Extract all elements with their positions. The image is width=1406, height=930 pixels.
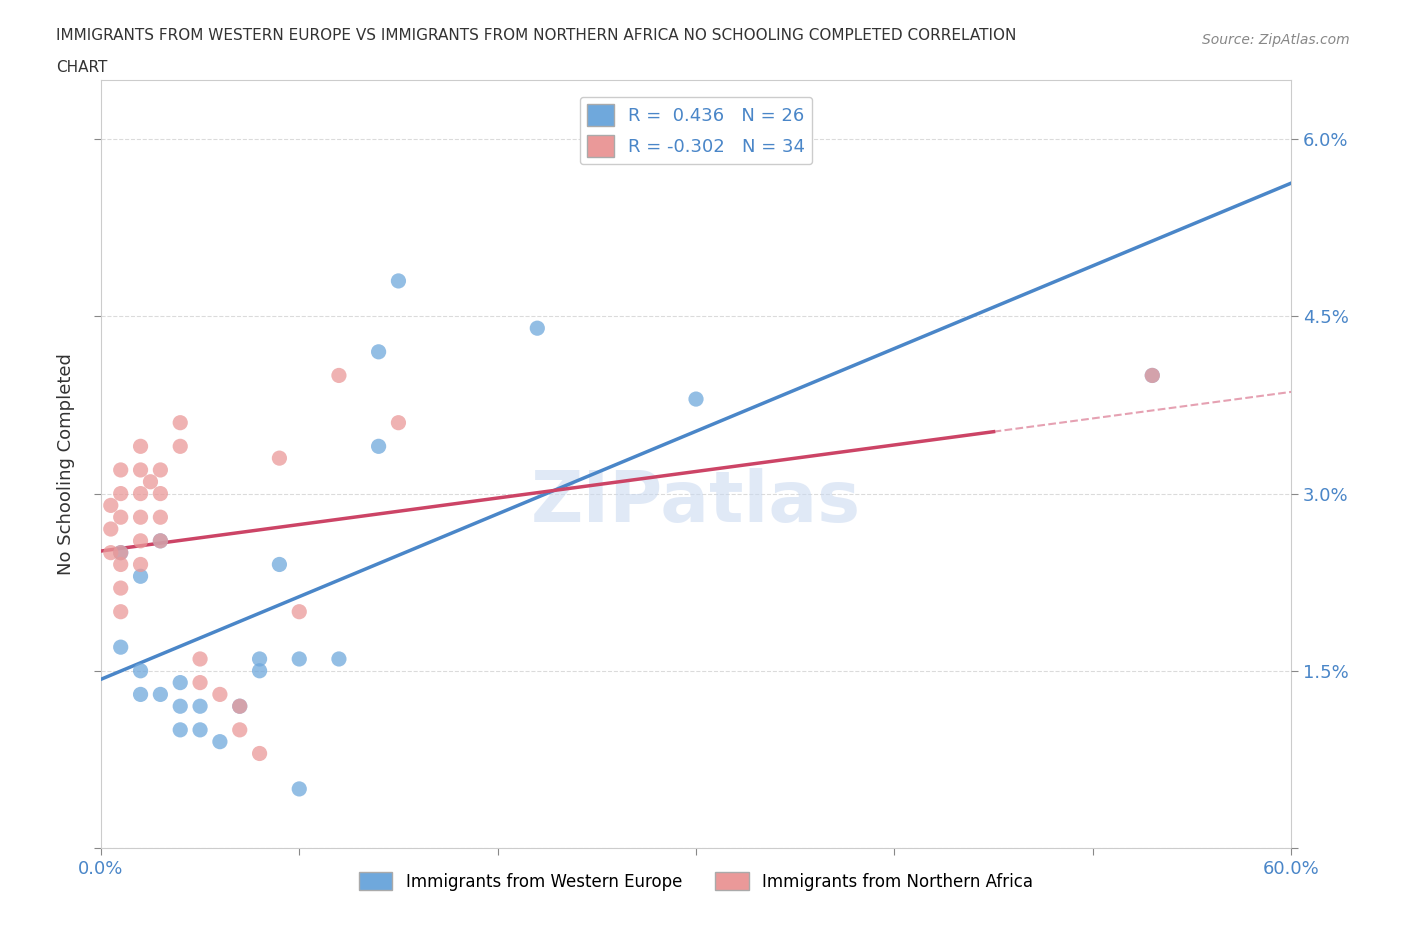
Point: [188, 698, 211, 713]
Point: [229, 723, 252, 737]
Point: [149, 687, 172, 702]
Point: [169, 723, 191, 737]
Text: ZIPatlas: ZIPatlas: [531, 468, 860, 537]
Point: [269, 451, 291, 466]
Point: [685, 392, 707, 406]
Point: [129, 569, 152, 584]
Point: [208, 687, 231, 702]
Point: [129, 687, 152, 702]
Text: Source: ZipAtlas.com: Source: ZipAtlas.com: [1202, 33, 1350, 46]
Point: [249, 746, 271, 761]
Point: [288, 604, 311, 619]
Point: [149, 534, 172, 549]
Point: [149, 486, 172, 501]
Point: [110, 545, 132, 560]
Point: [129, 486, 152, 501]
Point: [139, 474, 162, 489]
Point: [110, 640, 132, 655]
Point: [110, 545, 132, 560]
Point: [129, 663, 152, 678]
Point: [249, 663, 271, 678]
Point: [288, 652, 311, 667]
Point: [526, 321, 548, 336]
Point: [169, 675, 191, 690]
Point: [110, 486, 132, 501]
Point: [367, 344, 389, 359]
Point: [387, 273, 409, 288]
Point: [229, 698, 252, 713]
Point: [100, 545, 122, 560]
Point: [288, 781, 311, 796]
Point: [149, 462, 172, 477]
Point: [367, 439, 389, 454]
Point: [1142, 368, 1164, 383]
Point: [129, 439, 152, 454]
Point: [188, 723, 211, 737]
Point: [129, 510, 152, 525]
Point: [208, 734, 231, 749]
Point: [188, 675, 211, 690]
Y-axis label: No Schooling Completed: No Schooling Completed: [58, 353, 75, 575]
Point: [249, 652, 271, 667]
Legend: R =  0.436   N = 26, R = -0.302   N = 34: R = 0.436 N = 26, R = -0.302 N = 34: [579, 97, 813, 165]
Point: [169, 416, 191, 431]
Point: [149, 534, 172, 549]
Point: [110, 510, 132, 525]
Point: [110, 462, 132, 477]
Text: CHART: CHART: [56, 60, 108, 75]
Point: [110, 580, 132, 595]
Point: [129, 557, 152, 572]
Point: [169, 698, 191, 713]
Point: [169, 439, 191, 454]
Point: [129, 462, 152, 477]
Point: [328, 652, 350, 667]
Point: [110, 557, 132, 572]
Point: [1142, 368, 1164, 383]
Point: [229, 698, 252, 713]
Point: [269, 557, 291, 572]
Point: [387, 416, 409, 431]
Point: [328, 368, 350, 383]
Point: [188, 652, 211, 667]
Point: [110, 604, 132, 619]
Point: [100, 522, 122, 537]
Point: [100, 498, 122, 512]
Text: IMMIGRANTS FROM WESTERN EUROPE VS IMMIGRANTS FROM NORTHERN AFRICA NO SCHOOLING C: IMMIGRANTS FROM WESTERN EUROPE VS IMMIGR…: [56, 28, 1017, 43]
Point: [129, 534, 152, 549]
Point: [149, 510, 172, 525]
